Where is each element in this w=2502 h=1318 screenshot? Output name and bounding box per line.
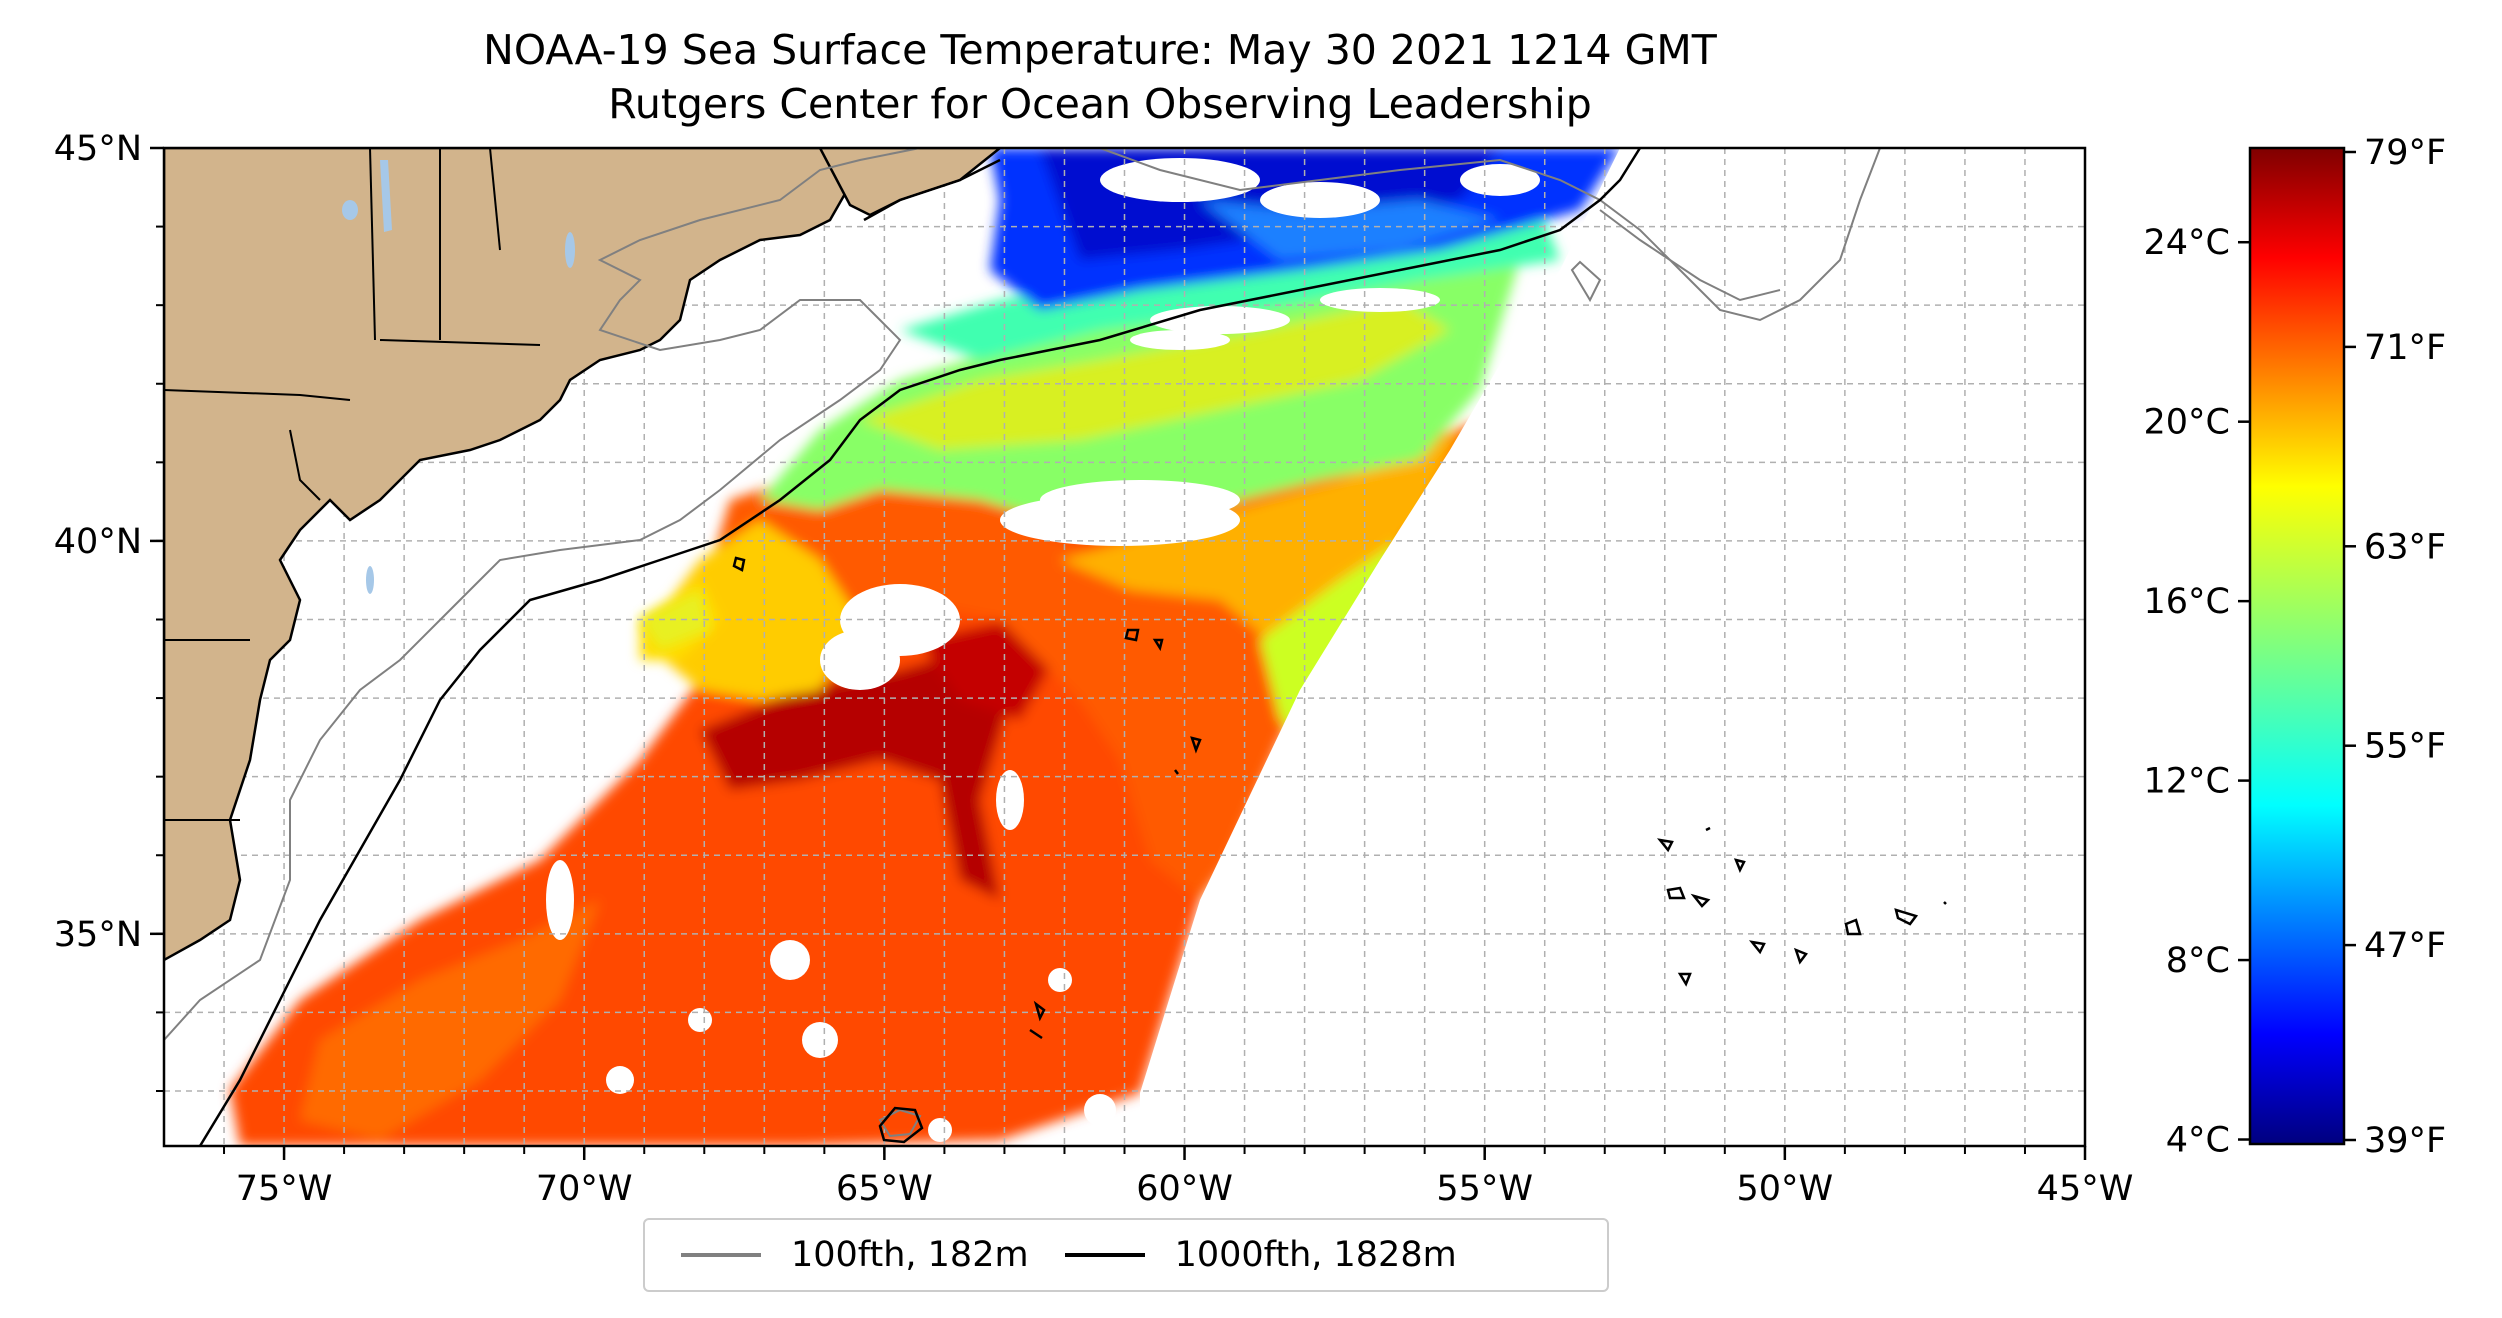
cloud-gaps: [546, 158, 1540, 1142]
latitude-axis: 45°N 40°N 35°N: [54, 129, 164, 1092]
lon-tick-label: 75°W: [236, 1169, 333, 1209]
fahrenheit-tick-label: 71°F: [2364, 328, 2446, 368]
longitude-axis: 75°W 70°W 65°W 60°W 55°W 50°W 45°W: [223, 1146, 2134, 1209]
celsius-tick-label: 8°C: [2166, 941, 2230, 981]
lat-tick-label: 40°N: [54, 522, 142, 562]
isobath-100fth: [164, 148, 1881, 1138]
land: [164, 148, 1003, 962]
legend-swatch-gray: [681, 1253, 761, 1257]
lon-tick-label: 65°W: [836, 1169, 933, 1209]
fahrenheit-tick-label: 63°F: [2364, 527, 2446, 567]
colorbar-celsius-ticks: 4°C 8°C 12°C 16°C 20°C 24°C: [2144, 223, 2250, 1161]
map-plot-area: [164, 148, 2085, 1146]
celsius-tick-label: 4°C: [2166, 1121, 2230, 1161]
celsius-tick-label: 20°C: [2144, 403, 2230, 443]
lon-tick-label: 50°W: [1737, 1169, 1834, 1209]
celsius-tick-label: 24°C: [2144, 223, 2230, 263]
map-title: NOAA-19 Sea Surface Temperature: May 30 …: [483, 26, 1717, 74]
lon-tick-label: 60°W: [1136, 1169, 1233, 1209]
fahrenheit-tick-label: 39°F: [2364, 1121, 2446, 1161]
colorbar-fahrenheit-ticks: 39°F 47°F 55°F 63°F 71°F 79°F: [2344, 133, 2446, 1161]
colorbar: 4°C 8°C 12°C 16°C 20°C 24°C 39°F 47°F 55°F 63°F 7…: [2144, 133, 2447, 1161]
lon-tick-label: 45°W: [2037, 1169, 2134, 1209]
map-subtitle: Rutgers Center for Ocean Observing Leade…: [608, 80, 1592, 128]
lat-tick-label: 45°N: [54, 129, 142, 169]
colorbar-frame: [2248, 146, 2346, 1146]
legend-label: 100fth, 182m: [791, 1235, 1029, 1275]
legend-swatch-black: [1064, 1253, 1145, 1257]
fahrenheit-tick-label: 55°F: [2364, 727, 2446, 767]
celsius-tick-label: 16°C: [2144, 582, 2230, 622]
legend-label: 1000fth, 1828m: [1174, 1235, 1457, 1275]
celsius-tick-label: 12°C: [2144, 762, 2230, 802]
isobath-1000fth: [198, 148, 1947, 1146]
lon-tick-label: 70°W: [536, 1169, 633, 1209]
colorbar-gradient: [2250, 148, 2344, 1144]
lon-tick-label: 55°W: [1436, 1169, 1533, 1209]
fahrenheit-tick-label: 47°F: [2364, 926, 2446, 966]
legend-item-100fth: 100fth, 182m: [645, 1235, 1029, 1275]
fahrenheit-tick-label: 79°F: [2364, 133, 2446, 173]
legend-item-1000fth: 1000fth, 1828m: [1029, 1235, 1457, 1275]
lat-tick-label: 35°N: [54, 915, 142, 955]
map-legend: 100fth, 182m 1000fth, 1828m: [643, 1218, 1609, 1292]
swath-edge-mask: [1140, 148, 2085, 1146]
